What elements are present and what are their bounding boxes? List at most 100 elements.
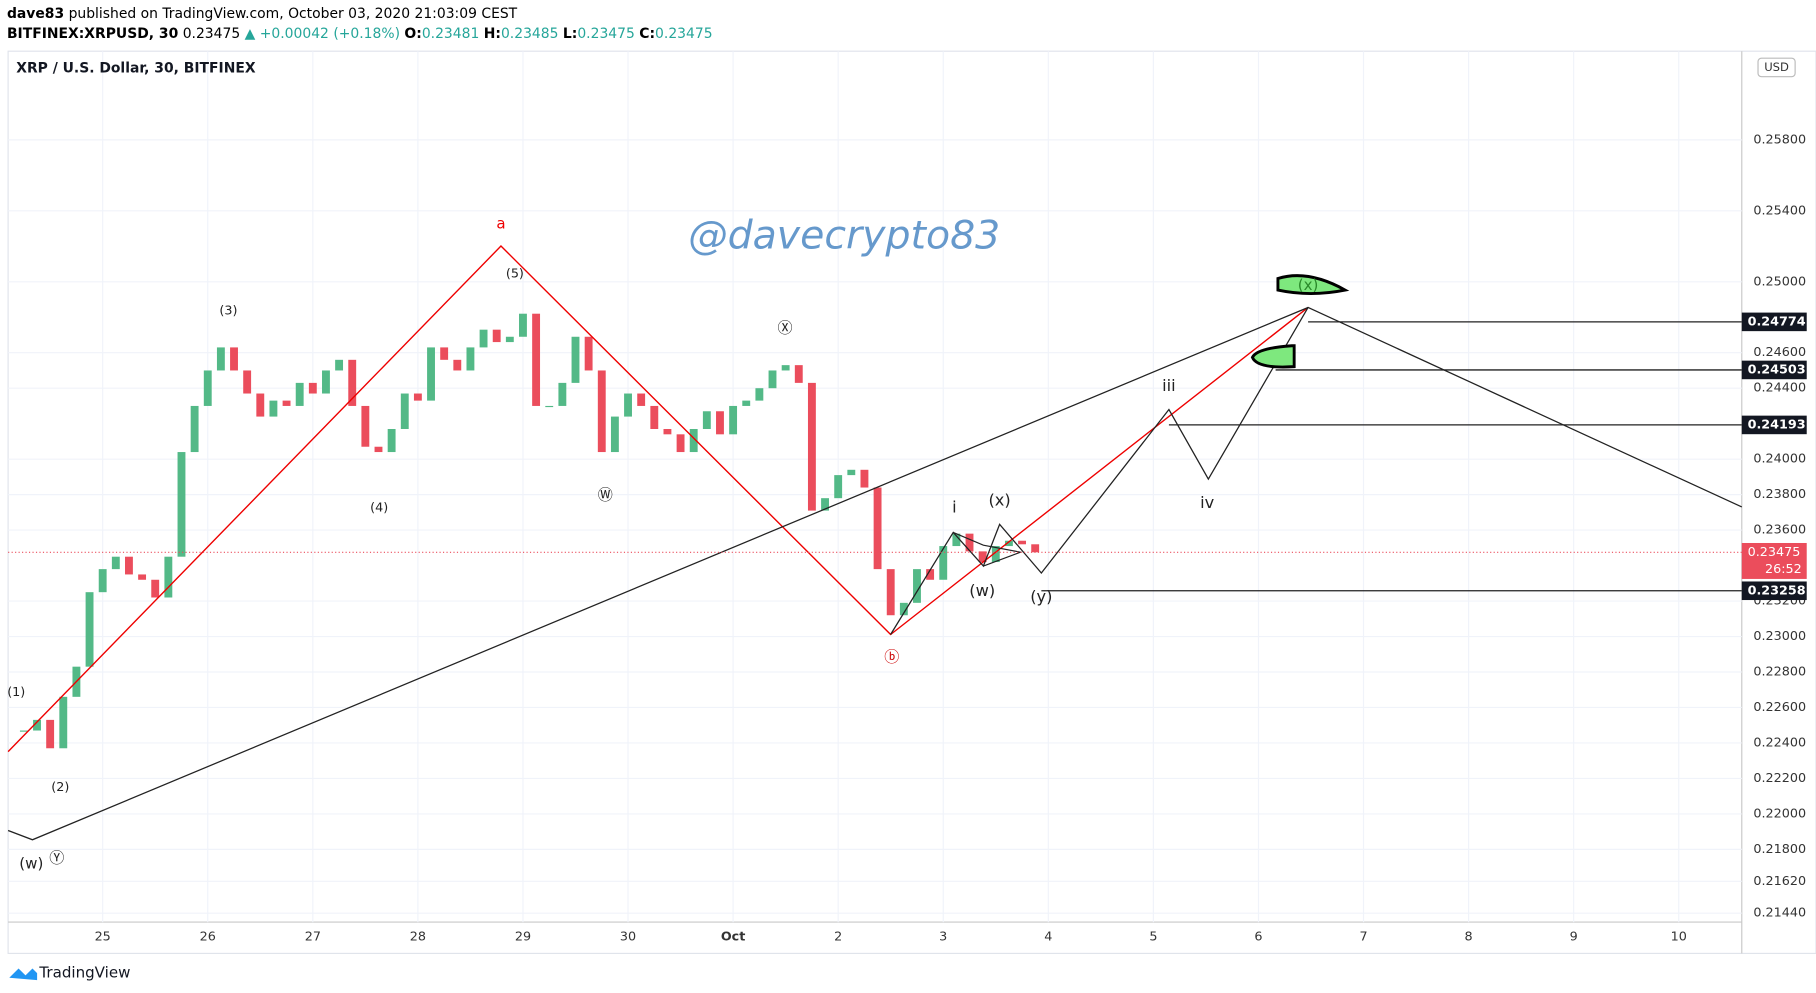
candle xyxy=(453,359,462,371)
x-tick-label: 4 xyxy=(1044,930,1052,945)
author: dave83 xyxy=(7,6,64,22)
candle xyxy=(440,347,449,360)
wave-label: (x) xyxy=(988,491,1010,510)
c-label: C: xyxy=(639,26,655,42)
candle xyxy=(807,382,816,511)
candle xyxy=(427,347,435,401)
green-mark xyxy=(1276,274,1350,295)
candle xyxy=(413,393,422,401)
high: 0.23485 xyxy=(501,26,559,42)
open: 0.23481 xyxy=(422,26,480,42)
candle xyxy=(19,730,28,732)
y-tick-label: 0.24000 xyxy=(1753,452,1806,467)
level-tag xyxy=(1741,360,1807,380)
green-mark xyxy=(1250,344,1296,369)
wave-label: Ⓧ xyxy=(778,319,793,337)
candle xyxy=(794,365,803,383)
candle xyxy=(886,569,895,616)
x-tick-label: 27 xyxy=(305,930,321,945)
candle xyxy=(111,556,120,570)
candle xyxy=(479,329,488,348)
candle xyxy=(203,370,212,406)
candle xyxy=(913,569,921,603)
level-label: 0.24774 xyxy=(1748,314,1806,329)
l-label: L: xyxy=(563,26,577,42)
low: 0.23475 xyxy=(577,26,635,42)
chart-title: XRP / U.S. Dollar, 30, BITFINEX xyxy=(16,61,256,77)
candle xyxy=(965,533,974,552)
candle xyxy=(689,428,698,453)
candles xyxy=(19,313,1040,749)
candle xyxy=(702,411,711,429)
annotations: a (5) (3) (4) (1) (2) (w) Ⓨ Ⓦ Ⓧⓑ i (x) (w) (y) iii iv (x… xyxy=(7,214,1318,872)
black-trend xyxy=(7,306,1743,841)
currency: USD xyxy=(1764,60,1789,74)
symbol: BITFINEX:XRPUSD, 30 xyxy=(7,26,179,42)
wave-label: (w) xyxy=(19,855,43,873)
level-tag xyxy=(1741,312,1807,332)
candle xyxy=(899,602,908,616)
candle xyxy=(834,475,843,499)
candle xyxy=(256,393,265,417)
currency-box[interactable] xyxy=(1757,57,1796,78)
watermark: @davecrypto83 xyxy=(688,212,1000,258)
candle xyxy=(138,574,147,580)
candle xyxy=(847,469,856,476)
last: 0.23475 xyxy=(183,26,241,42)
candle xyxy=(1031,544,1040,553)
x-tick-label: 30 xyxy=(620,930,636,945)
candle xyxy=(164,556,173,598)
candle xyxy=(1004,540,1013,547)
candle xyxy=(781,365,790,371)
candle xyxy=(269,400,278,417)
wave-label: ⓑ xyxy=(884,648,899,666)
y-tick-label: 0.21440 xyxy=(1753,906,1806,921)
candle xyxy=(151,579,160,598)
candle xyxy=(729,405,738,435)
x-tick-label: 28 xyxy=(410,930,426,945)
h-label: H: xyxy=(484,26,501,42)
x-tick-label: 25 xyxy=(95,930,111,945)
published: published on TradingView.com, October 03… xyxy=(69,6,518,22)
red-wave xyxy=(7,245,1309,753)
wave-label: i xyxy=(952,498,957,517)
candle xyxy=(361,405,370,447)
candle xyxy=(821,498,829,511)
brand-logo xyxy=(9,968,38,981)
x-tick-label: 29 xyxy=(515,930,531,945)
candle xyxy=(190,405,199,453)
small-wave xyxy=(953,531,1023,567)
x-tick-label: 9 xyxy=(1570,930,1578,945)
candle xyxy=(860,469,869,488)
candle xyxy=(348,359,357,406)
y-tick-label: 0.25400 xyxy=(1753,203,1806,218)
quote-line: BITFINEX:XRPUSD, 30 0.23475 ▲ +0.00042 (… xyxy=(7,26,713,42)
candle xyxy=(505,336,514,343)
y-tick-label: 0.22000 xyxy=(1753,806,1806,821)
y-tick-label: 0.22600 xyxy=(1753,700,1806,715)
candle xyxy=(768,370,777,389)
candle xyxy=(177,452,186,557)
candle xyxy=(597,370,606,453)
close: 0.23475 xyxy=(655,26,713,42)
x-tick-label: 10 xyxy=(1671,930,1687,945)
brand: TradingView xyxy=(38,964,130,982)
candle xyxy=(125,556,133,575)
candle xyxy=(230,347,238,371)
candle xyxy=(571,336,580,383)
candle xyxy=(637,393,646,406)
y-tick-label: 0.24400 xyxy=(1753,381,1806,396)
y-tick-label: 0.25800 xyxy=(1753,132,1806,147)
wave-label: iii xyxy=(1162,376,1176,395)
candle xyxy=(519,313,527,337)
candle xyxy=(716,411,724,435)
current-price-tag xyxy=(1741,542,1807,579)
y-tick-label: 0.21620 xyxy=(1753,874,1806,889)
candle xyxy=(939,546,948,580)
level-tag xyxy=(1741,415,1807,435)
black-wave xyxy=(890,307,1309,635)
chart-frame xyxy=(7,50,1816,954)
candle xyxy=(492,329,501,343)
